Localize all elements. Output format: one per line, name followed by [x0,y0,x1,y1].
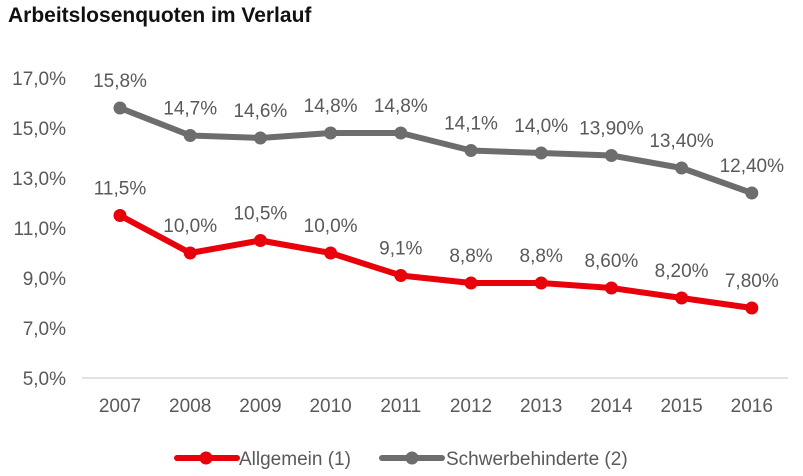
data-label: 14,6% [233,101,287,122]
data-point [183,129,197,142]
x-tick-label: 2009 [239,396,281,417]
data-point [183,246,197,260]
chart-title: Arbeitslosenquoten im Verlauf [8,4,312,27]
data-label: 8,20% [655,261,709,282]
x-tick-label: 2015 [660,396,702,417]
y-tick-label: 15,0% [12,119,66,140]
data-point [464,276,478,290]
series-line [117,105,755,196]
data-label: 14,7% [163,99,217,120]
data-point [324,246,338,260]
data-point [534,146,548,160]
legend-swatch-marker [199,451,213,465]
y-axis: 5,0% 7,0% 9,0% 11,0% 13,0% 15,0% 17,0% [12,69,66,390]
data-label: 12,40% [720,156,785,177]
data-point [675,161,689,175]
x-tick-label: 2016 [731,396,773,417]
legend-swatch-marker [405,451,419,465]
x-tick-label: 2011 [380,396,421,417]
data-label: 14,8% [304,96,358,117]
y-tick-label: 7,0% [23,319,66,340]
data-label: 8,60% [584,251,638,272]
series-line [117,212,755,311]
y-tick-label: 11,0% [14,219,67,240]
data-point [745,301,759,315]
data-label: 10,0% [163,216,217,237]
data-point [324,126,338,140]
data-point [675,291,689,305]
y-tick-label: 13,0% [12,169,66,190]
y-tick-label: 17,0% [12,69,66,90]
legend-item-schwerbehinderte: Schwerbehinderte (2) [379,449,628,470]
data-point [464,144,478,157]
data-label: 8,8% [520,246,563,267]
data-label: 10,5% [233,204,287,225]
data-point [394,126,408,140]
data-label: 14,8% [374,96,428,117]
data-point [604,281,618,295]
legend-item-allgemein: Allgemein (1) [174,449,351,470]
data-point [604,149,618,162]
x-axis: 2007 2008 2009 2010 2011 2012 2013 2014 2015 2016 [82,377,788,417]
legend-label: Schwerbehinderte (2) [446,449,628,470]
y-tick-label: 9,0% [23,269,66,290]
x-tick-label: 2008 [169,396,211,417]
series-allgemein: 11,5% 10,0% 10,5% 10,0% 9,1% 8,8% 8,8% 8,60% 8,2… [94,179,779,315]
data-label: 8,8% [449,246,492,267]
data-point [534,276,548,290]
data-label: 13,90% [579,119,644,140]
data-point [113,101,127,115]
data-point [113,209,127,222]
x-tick-label: 2010 [309,396,351,417]
data-label: 14,1% [444,114,498,135]
data-point [394,269,408,282]
data-label: 14,0% [514,116,568,137]
x-tick-label: 2013 [520,396,562,417]
data-point [253,131,267,145]
legend: Allgemein (1) Schwerbehinderte (2) [174,449,628,470]
data-label: 15,8% [93,71,147,92]
x-tick-label: 2007 [99,396,141,417]
data-label: 10,0% [304,216,358,237]
data-point [253,234,267,247]
series-schwerbehinderte: 15,8% 14,7% 14,6% 14,8% 14,8% 14,1% 14,0% 13,90… [93,71,784,200]
x-tick-label: 2014 [590,396,633,417]
legend-label: Allgemein (1) [239,449,351,470]
series-layer: 15,8% 14,7% 14,6% 14,8% 14,8% 14,1% 14,0% 13,90… [93,71,784,315]
data-label: 9,1% [379,239,422,260]
data-label: 7,80% [725,271,779,292]
x-tick-label: 2012 [450,396,492,417]
y-tick-label: 5,0% [23,369,66,390]
data-label: 13,40% [649,131,714,152]
data-label: 11,5% [94,179,147,200]
data-point [745,186,759,200]
